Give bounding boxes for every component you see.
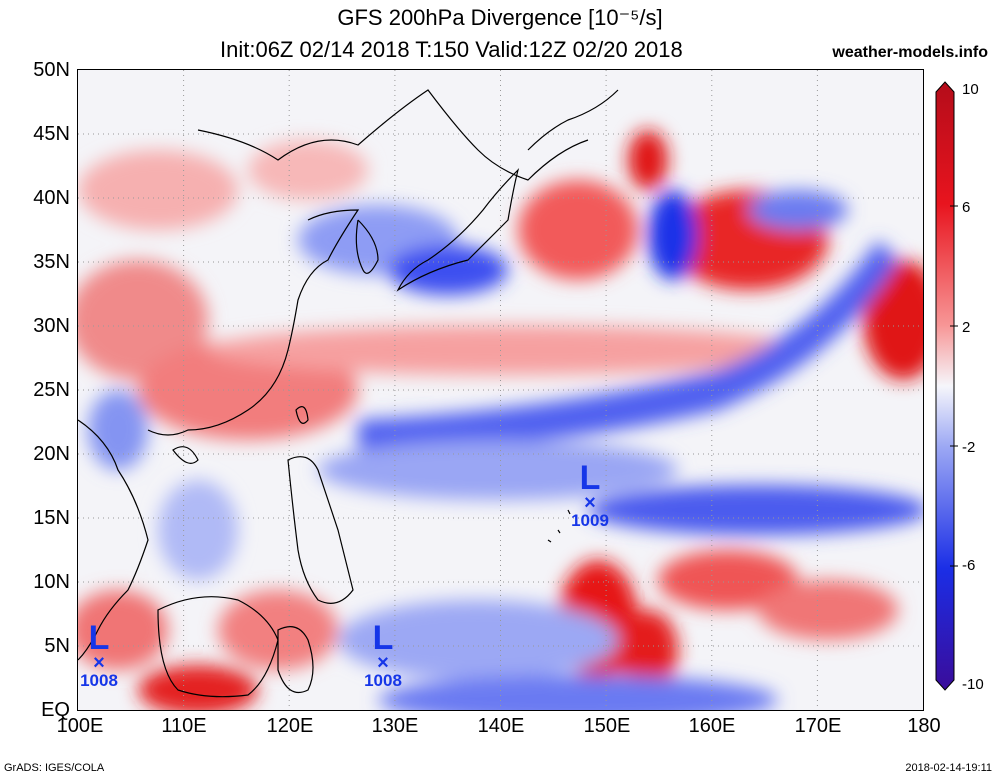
colorbar-ticks xyxy=(950,205,958,567)
lat-label: EQ xyxy=(41,699,70,721)
coast-hainan xyxy=(172,446,199,464)
coast-indochina xyxy=(78,419,149,661)
coast-marianas xyxy=(547,509,571,543)
coast-taiwan xyxy=(295,406,309,424)
lat-label: 15N xyxy=(33,507,70,529)
div-area xyxy=(618,610,678,690)
low-pressure-marker: L × 1008 xyxy=(70,619,128,690)
low-pressure-value: 1008 xyxy=(364,671,402,690)
coast-kurils xyxy=(527,89,619,151)
div-area xyxy=(78,150,238,230)
div-area xyxy=(78,260,208,380)
coast-philippines xyxy=(287,456,354,604)
coast-borneo xyxy=(157,596,279,698)
coastlines xyxy=(78,89,619,698)
conv-area xyxy=(158,480,238,580)
lon-label: 120E xyxy=(266,715,314,737)
coast-korea xyxy=(355,219,379,274)
site-watermark: weather-models.info xyxy=(832,44,988,61)
low-letter: L xyxy=(372,619,394,657)
lat-label: 40N xyxy=(33,187,70,209)
low-center-icon: × xyxy=(93,652,105,674)
conv-area xyxy=(338,600,618,680)
lat-label: 10N xyxy=(33,571,70,593)
map-title: GFS 200hPa Divergence [10⁻⁵/s] xyxy=(337,5,663,30)
grid xyxy=(78,70,923,710)
conv-area xyxy=(648,190,698,280)
coast-china xyxy=(147,209,360,436)
div-area xyxy=(138,665,258,710)
lon-label: 110E xyxy=(161,715,207,737)
low-pressure-value: 1008 xyxy=(80,671,118,690)
div-area xyxy=(518,180,638,280)
lon-label: 180 xyxy=(907,715,941,737)
conv-area xyxy=(748,190,848,230)
lat-label: 35N xyxy=(33,251,70,273)
colorbar-label: -2 xyxy=(962,439,976,456)
colorbar xyxy=(935,81,958,691)
colorbar-bar xyxy=(935,81,955,691)
conv-area xyxy=(88,390,148,470)
low-center-icon: × xyxy=(584,492,596,514)
conv-area xyxy=(378,675,778,710)
div-area xyxy=(248,140,368,200)
coast-north-asia xyxy=(197,89,589,181)
div-area xyxy=(208,325,808,375)
map-subtitle: Init:06Z 02/14 2018 T:150 Valid:12Z 02/2… xyxy=(220,37,683,62)
low-pressure-marker: L × 1009 xyxy=(561,459,619,530)
lat-label: 5N xyxy=(44,635,70,657)
lon-label: 140E xyxy=(477,715,525,737)
lat-label: 25N xyxy=(33,379,70,401)
software-credit: GrADS: IGES/COLA xyxy=(4,762,105,774)
generated-timestamp: 2018-02-14-19:11 xyxy=(905,762,992,774)
map-canvas xyxy=(78,70,923,710)
colorbar-label: 6 xyxy=(962,199,971,216)
conv-area xyxy=(588,485,923,535)
lon-label: 130E xyxy=(371,715,419,737)
low-letter: L xyxy=(579,459,601,497)
divergence-field xyxy=(78,130,923,710)
div-area xyxy=(863,260,923,380)
lat-label: 30N xyxy=(33,315,70,337)
conv-area xyxy=(388,245,508,295)
colorbar-label: 2 xyxy=(962,319,971,336)
lon-label: 170E xyxy=(794,715,842,737)
div-area xyxy=(758,580,898,640)
div-area xyxy=(628,130,668,190)
low-letter: L xyxy=(88,619,110,657)
div-area xyxy=(78,590,168,670)
low-pressure-marker: L × 1008 xyxy=(354,619,412,690)
div-area xyxy=(658,550,798,610)
lon-label: 150E xyxy=(583,715,631,737)
coast-sulawesi xyxy=(277,626,314,694)
lon-label: 160E xyxy=(688,715,736,737)
lon-label: 100E xyxy=(56,715,104,737)
low-center-icon: × xyxy=(377,652,389,674)
lat-label: 20N xyxy=(33,443,70,465)
colorbar-label: -10 xyxy=(962,676,984,693)
conv-band xyxy=(358,240,898,450)
lat-label: 50N xyxy=(33,59,70,81)
colorbar-label: 10 xyxy=(962,81,979,98)
low-pressure-value: 1009 xyxy=(571,511,609,530)
coast-japan xyxy=(396,168,520,292)
lat-label: 45N xyxy=(33,123,70,145)
divergence-map xyxy=(77,69,924,711)
conv-area xyxy=(318,440,678,500)
colorbar-label: -6 xyxy=(962,557,976,574)
